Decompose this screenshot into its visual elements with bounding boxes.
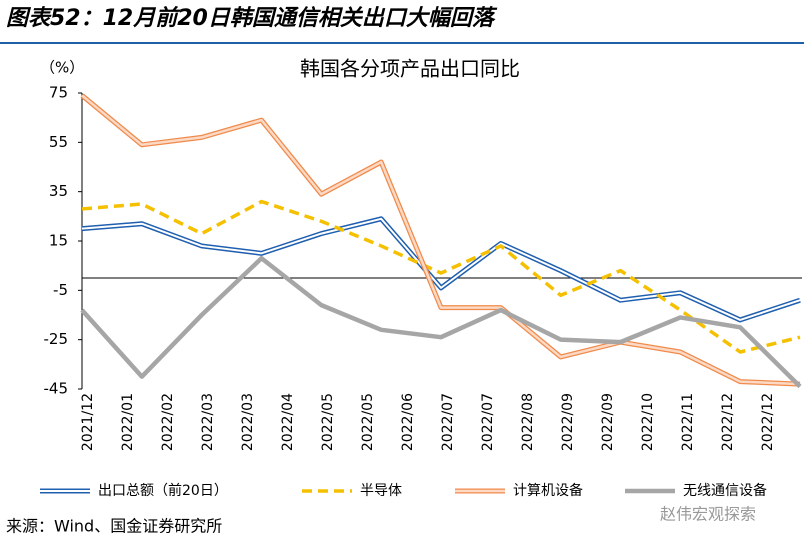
x-tick-label: 2022/02 <box>160 393 176 451</box>
x-tick-label: 2022/01 <box>120 393 136 451</box>
x-tick-label: 2022/08 <box>520 393 536 451</box>
figure-title: 图表52：12月前20日韩国通信相关出口大幅回落 <box>6 5 498 31</box>
source: 来源：Wind、国金证券研究所 <box>6 517 222 536</box>
y-tick-label: 15 <box>49 232 68 250</box>
x-tick-label: 2022/07 <box>440 393 456 451</box>
x-tick-label: 2022/12 <box>760 393 776 451</box>
series-line-inner <box>81 94 801 386</box>
legend-label: 计算机设备 <box>513 482 583 499</box>
y-tick-label: 55 <box>49 133 68 151</box>
series-line-inner <box>81 217 801 321</box>
legend-label: 出口总额（前20日） <box>98 482 228 499</box>
watermark: 赵伟宏观探索 <box>660 505 756 524</box>
y-tick-label: -45 <box>44 380 69 398</box>
x-tick-label: 2021/12 <box>80 393 96 451</box>
legend-label: 无线通信设备 <box>683 482 767 499</box>
x-tick-label: 2022/05 <box>320 393 336 451</box>
y-tick-label: 75 <box>49 84 68 102</box>
y-tick-label: -25 <box>44 330 69 348</box>
legend-label: 半导体 <box>360 483 402 499</box>
series-line <box>80 256 802 389</box>
x-tick-label: 2022/09 <box>600 393 616 451</box>
x-tick-label: 2022/05 <box>360 393 376 451</box>
x-tick-label: 2022/12 <box>720 393 736 451</box>
x-tick-label: 2022/11 <box>680 393 696 451</box>
x-tick-label: 2022/03 <box>240 393 256 451</box>
x-tick-label: 2022/07 <box>480 393 496 451</box>
series-line <box>81 199 801 354</box>
chart-title: 韩国各分项产品出口同比 <box>300 57 520 81</box>
y-tick-label: 35 <box>49 182 68 200</box>
x-tick-label: 2022/09 <box>560 393 576 451</box>
x-tick-label: 2022/04 <box>280 393 296 451</box>
y-axis-label: （%） <box>40 59 84 77</box>
x-tick-label: 2022/10 <box>640 393 656 451</box>
x-tick-label: 2022/06 <box>400 393 416 451</box>
y-tick-label: -5 <box>53 281 68 299</box>
x-tick-label: 2022/03 <box>200 393 216 451</box>
